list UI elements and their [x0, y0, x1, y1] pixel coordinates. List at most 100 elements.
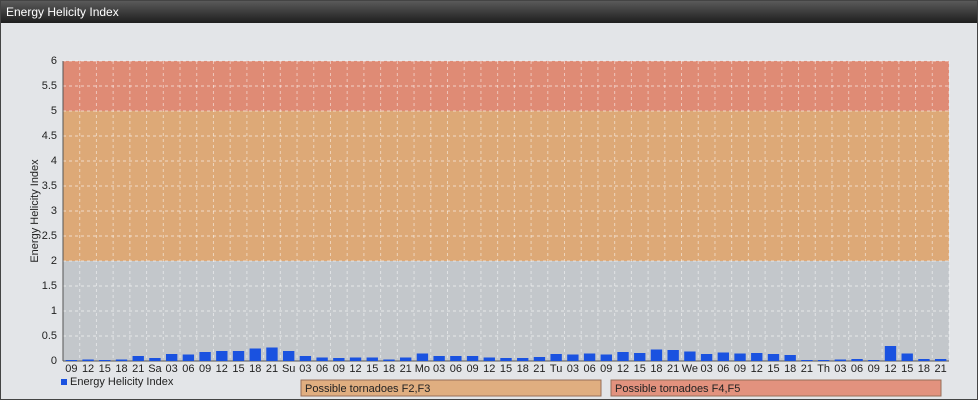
y-tick-label: 5.5 [42, 80, 57, 92]
bar [500, 358, 512, 361]
x-tick-label: 15 [767, 363, 779, 375]
x-tick-label: 09 [868, 363, 880, 375]
x-tick-label: 09 [65, 363, 77, 375]
x-tick-label: 06 [182, 363, 194, 375]
x-tick-label: 18 [517, 363, 529, 375]
bar [767, 354, 780, 361]
bar [751, 353, 763, 361]
x-tick-label: Sa [148, 363, 162, 375]
bar [684, 351, 696, 361]
x-tick-label: 15 [232, 363, 244, 375]
bar [784, 355, 796, 361]
bar [282, 351, 295, 361]
bar [383, 359, 395, 361]
bar [349, 357, 362, 361]
x-tick-label: 12 [349, 363, 361, 375]
x-tick-label: 21 [801, 363, 813, 375]
y-tick-label: 3.5 [42, 180, 57, 192]
x-tick-label: Su [282, 363, 295, 375]
y-tick-label: 1 [51, 305, 57, 317]
x-tick-label: 09 [333, 363, 345, 375]
bar [232, 351, 245, 361]
x-tick-label: 03 [834, 363, 846, 375]
x-tick-label: 18 [918, 363, 930, 375]
bar [918, 359, 930, 361]
band-legend-box [610, 379, 942, 397]
x-tick-label: 12 [884, 363, 896, 375]
x-tick-label: 03 [567, 363, 579, 375]
bar [717, 352, 730, 361]
x-tick-label: 21 [132, 363, 144, 375]
bar [600, 354, 612, 361]
bar [249, 348, 261, 361]
bar [634, 353, 646, 361]
bar [801, 360, 813, 361]
bar [299, 356, 312, 361]
x-tick-label: 15 [366, 363, 378, 375]
bar [216, 351, 228, 361]
y-tick-label: 4.5 [42, 130, 57, 142]
x-tick-label: 09 [466, 363, 478, 375]
band-legend-box [300, 379, 602, 397]
bar [533, 357, 546, 361]
bar [199, 352, 211, 361]
x-tick-label: 06 [851, 363, 863, 375]
bar [416, 353, 429, 361]
bar [583, 353, 596, 361]
x-tick-label: 18 [383, 363, 395, 375]
bar [316, 357, 328, 361]
y-tick-label: 5 [51, 105, 57, 117]
x-tick-label: Mo [415, 363, 430, 375]
bar [149, 358, 161, 361]
y-tick-label: 2 [51, 255, 57, 267]
y-tick-label: 4 [51, 155, 57, 167]
band-legend-label: Possible tornadoes F2,F3 [305, 383, 430, 395]
bar [617, 352, 629, 361]
x-tick-label: 12 [216, 363, 228, 375]
x-tick-label: Th [817, 363, 830, 375]
x-tick-label: Tu [550, 363, 562, 375]
bar [550, 354, 562, 361]
x-tick-label: 15 [99, 363, 111, 375]
x-tick-label: 18 [249, 363, 261, 375]
chart: 0 0.5 1 1.5 2 2.5 3 3.5 4 4.5 5 5.5 6 Energy Helicity… [29, 55, 950, 397]
bar [132, 356, 144, 361]
x-tick-label: 15 [500, 363, 512, 375]
bar [65, 360, 78, 361]
y-axis-label: Energy Helicity Index [29, 159, 41, 263]
x-tick-label: We [682, 363, 698, 375]
bar [667, 350, 679, 361]
band-legend-label: Possible tornadoes F4,F5 [615, 383, 740, 395]
x-tick-label: 03 [433, 363, 445, 375]
bar [567, 354, 579, 361]
bar [934, 359, 947, 361]
bar [834, 359, 847, 361]
x-tick-label: 18 [784, 363, 796, 375]
x-tick-label: 12 [82, 363, 94, 375]
x-tick-label: 03 [700, 363, 712, 375]
x-tick-label: 09 [600, 363, 612, 375]
y-tick-label: 2.5 [42, 230, 57, 242]
x-tick-label: 03 [166, 363, 178, 375]
bar [517, 358, 529, 361]
x-tick-label: 15 [634, 363, 646, 375]
x-tick-label: 15 [901, 363, 913, 375]
bar [734, 353, 746, 361]
bar [901, 353, 913, 361]
bar [115, 359, 128, 361]
bar [400, 357, 412, 361]
bar [884, 346, 897, 361]
bar [817, 360, 830, 361]
bar [450, 356, 462, 361]
bar [165, 354, 178, 361]
x-tick-label: 06 [717, 363, 729, 375]
x-tick-label: 21 [533, 363, 545, 375]
x-tick-label: 12 [617, 363, 629, 375]
x-tick-label: 03 [299, 363, 311, 375]
x-tick-label: 12 [751, 363, 763, 375]
x-tick-label: 21 [400, 363, 412, 375]
title-bar: Energy Helicity Index [1, 1, 977, 23]
bar [333, 358, 345, 361]
bar [650, 349, 663, 361]
